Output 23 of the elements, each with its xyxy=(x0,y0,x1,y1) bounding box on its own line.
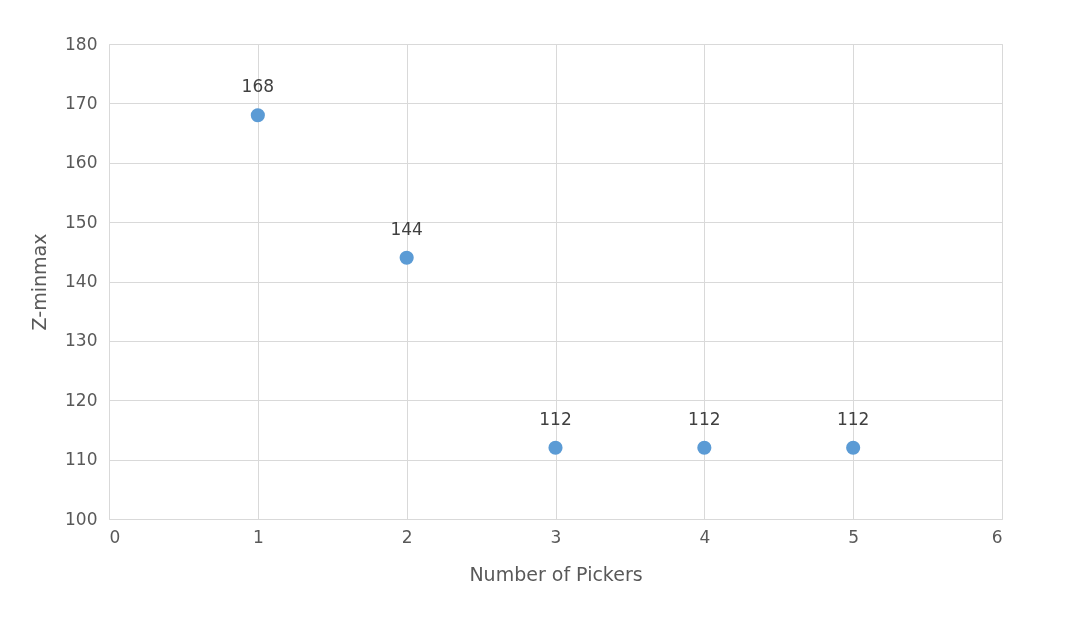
x-axis-title: Number of Pickers xyxy=(469,562,643,585)
y-tick-label: 180 xyxy=(65,33,98,54)
x-tick-label: 3 xyxy=(550,526,562,547)
data-label: 112 xyxy=(688,408,721,429)
y-tick-label: 170 xyxy=(65,92,98,113)
y-axis-title: Z-minmax xyxy=(28,233,51,331)
x-tick-label: 5 xyxy=(848,526,860,547)
x-tick-label: 4 xyxy=(699,526,711,547)
y-tick-label: 130 xyxy=(65,330,98,351)
data-label: 112 xyxy=(539,408,572,429)
data-label: 112 xyxy=(836,408,870,429)
x-tick-label: 6 xyxy=(991,526,1003,547)
y-tick-label: 140 xyxy=(65,271,98,291)
y-tick-label: 100 xyxy=(65,508,98,529)
y-tick-label: 110 xyxy=(65,449,98,470)
x-tick-label: 1 xyxy=(252,526,264,547)
y-tick-label: 120 xyxy=(65,389,98,410)
data-label: 168 xyxy=(241,76,275,97)
x-tick-label: 0 xyxy=(109,526,121,547)
data-label: 144 xyxy=(390,218,423,239)
x-tick-label: 2 xyxy=(401,526,413,547)
y-tick-label: 150 xyxy=(65,211,98,232)
y-tick-label: 160 xyxy=(65,152,98,173)
